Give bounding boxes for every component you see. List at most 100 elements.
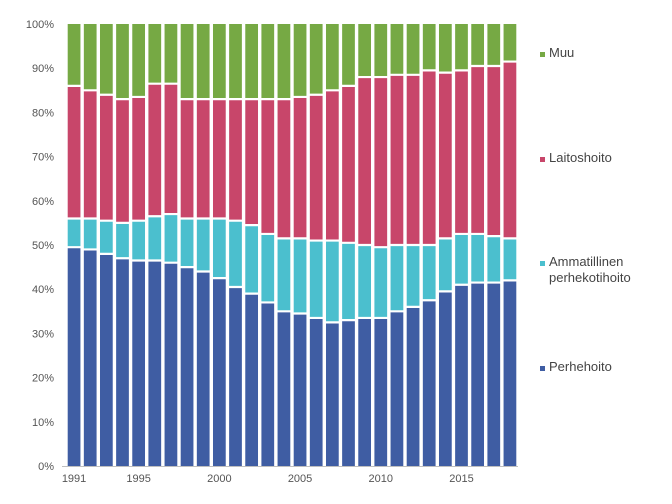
bar-segment-ammatillinen-perhekotihoito-1992: [83, 218, 97, 250]
bar-segment-ammatillinen-perhekotihoito-2004: [277, 238, 291, 312]
bar-segment-laitoshoito-1995: [132, 96, 146, 221]
bar-segment-muu-2003: [261, 24, 275, 100]
series-boundary-line-3: [66, 60, 518, 101]
legend-label: Ammatillinen: [549, 254, 623, 269]
y-tick-label: 10%: [32, 417, 54, 429]
bar-segment-laitoshoito-1993: [99, 94, 113, 221]
bar-segment-perhehoito-1991: [67, 247, 81, 466]
bar-segment-muu-2013: [422, 24, 436, 71]
bar-segment-muu-2011: [390, 24, 404, 75]
bar-segment-laitoshoito-2014: [438, 72, 452, 239]
bar-segment-perhehoito-1992: [83, 249, 97, 466]
bar-segment-perhehoito-2014: [438, 291, 452, 466]
bar-segment-laitoshoito-2016: [471, 65, 485, 234]
bar-segment-laitoshoito-2007: [325, 90, 339, 241]
bar-segment-ammatillinen-perhekotihoito-1994: [116, 222, 129, 259]
bar-segment-laitoshoito-2013: [422, 70, 436, 245]
x-tick-label: 1995: [126, 473, 150, 485]
bar-segment-muu-1999: [196, 24, 210, 100]
series-boundary-line-1: [66, 246, 518, 324]
bar-segment-muu-2012: [406, 24, 420, 75]
bar-segment-ammatillinen-perhekotihoito-2009: [358, 245, 372, 318]
bar-segment-laitoshoito-2001: [229, 99, 242, 221]
bar-segment-ammatillinen-perhekotihoito-2010: [374, 247, 388, 318]
bar-segment-muu-2004: [277, 24, 291, 100]
legend-item: Muu: [540, 45, 574, 60]
bar-segment-muu-2002: [245, 24, 259, 100]
y-tick-label: 100%: [26, 19, 54, 31]
bar-segment-ammatillinen-perhekotihoito-1995: [132, 220, 146, 261]
bar-segment-ammatillinen-perhekotihoito-2012: [406, 245, 420, 307]
bar-segment-ammatillinen-perhekotihoito-2015: [455, 233, 468, 285]
bar-segment-laitoshoito-2017: [487, 65, 501, 237]
bar-segment-perhehoito-2005: [293, 313, 307, 466]
bar-segment-laitoshoito-1991: [67, 85, 81, 219]
y-tick-label: 80%: [32, 107, 54, 119]
series-boundary-line-2: [66, 212, 518, 249]
bar-segment-perhehoito-1996: [148, 260, 162, 466]
bar-segment-muu-1991: [67, 24, 81, 86]
x-axis: 1991 1995 2000 2005 2010 2015: [62, 473, 474, 485]
bar-segment-perhehoito-2004: [277, 311, 291, 466]
bar-segment-muu-1992: [83, 24, 97, 91]
x-tick-label: 1991: [62, 473, 86, 485]
bar-segment-ammatillinen-perhekotihoito-2003: [261, 233, 275, 303]
bar-segment-muu-2016: [471, 24, 485, 66]
bar-segment-perhehoito-2003: [261, 302, 275, 466]
x-tick-label: 2015: [449, 473, 473, 485]
bar-segment-muu-2005: [293, 24, 307, 97]
bar-segment-ammatillinen-perhekotihoito-2011: [390, 245, 404, 312]
y-tick-label: 0%: [38, 461, 54, 473]
bar-segment-perhehoito-1999: [196, 271, 210, 466]
y-tick-label: 60%: [32, 196, 54, 208]
bar-segment-perhehoito-1995: [132, 260, 146, 466]
bar-segment-muu-1998: [180, 24, 194, 100]
bar-segment-perhehoito-2009: [358, 317, 372, 466]
bar-segment-laitoshoito-2009: [358, 77, 372, 245]
bar-segment-perhehoito-2013: [422, 300, 436, 466]
bar-segment-muu-1997: [164, 24, 178, 84]
legend-item: Laitoshoito: [540, 150, 612, 165]
bar-segment-ammatillinen-perhekotihoito-2007: [325, 240, 339, 323]
bar-segment-laitoshoito-2012: [406, 74, 420, 245]
bar-segment-muu-2010: [374, 24, 388, 78]
bar-segment-laitoshoito-1994: [116, 99, 129, 223]
bar-segment-perhehoito-1997: [164, 262, 178, 466]
bar-segment-ammatillinen-perhekotihoito-2001: [229, 220, 242, 287]
bar-segment-muu-2008: [342, 24, 355, 86]
bar-segment-laitoshoito-2000: [212, 99, 226, 219]
bar-segment-muu-2000: [212, 24, 226, 100]
bar-segment-laitoshoito-1997: [164, 83, 178, 215]
bar-segment-laitoshoito-1996: [148, 83, 162, 217]
y-tick-label: 40%: [32, 284, 54, 296]
y-tick-label: 70%: [32, 152, 54, 164]
bar-segment-muu-2017: [487, 24, 501, 66]
bar-segment-perhehoito-2017: [487, 282, 501, 466]
bar-segment-muu-1995: [132, 24, 146, 97]
bar-segment-perhehoito-2010: [374, 317, 388, 466]
legend-swatch: [540, 366, 545, 371]
bar-segment-muu-1996: [148, 24, 162, 84]
bar-segment-ammatillinen-perhekotihoito-1996: [148, 216, 162, 261]
bar-segment-muu-2018: [503, 24, 517, 62]
bar-segment-ammatillinen-perhekotihoito-2000: [212, 218, 226, 279]
x-tick-label: 2000: [207, 473, 231, 485]
bar-segment-ammatillinen-perhekotihoito-1999: [196, 218, 210, 272]
y-tick-label: 30%: [32, 328, 54, 340]
x-tick-label: 2005: [288, 473, 312, 485]
bar-segment-ammatillinen-perhekotihoito-2017: [487, 236, 501, 283]
bar-segment-laitoshoito-2004: [277, 99, 291, 239]
bar-segment-perhehoito-2016: [471, 282, 485, 466]
bar-segment-ammatillinen-perhekotihoito-2002: [245, 225, 259, 294]
bar-segment-perhehoito-2011: [390, 311, 404, 466]
bar-segment-perhehoito-2015: [455, 284, 468, 466]
legend-label: Muu: [549, 45, 574, 60]
bar-segment-perhehoito-2018: [503, 280, 517, 466]
legend-label: perhekotihoito: [549, 270, 631, 285]
bar-segment-laitoshoito-2008: [342, 85, 355, 243]
y-tick-label: 20%: [32, 373, 54, 385]
bar-segment-laitoshoito-2006: [309, 94, 323, 241]
bar-segment-laitoshoito-1998: [180, 99, 194, 219]
